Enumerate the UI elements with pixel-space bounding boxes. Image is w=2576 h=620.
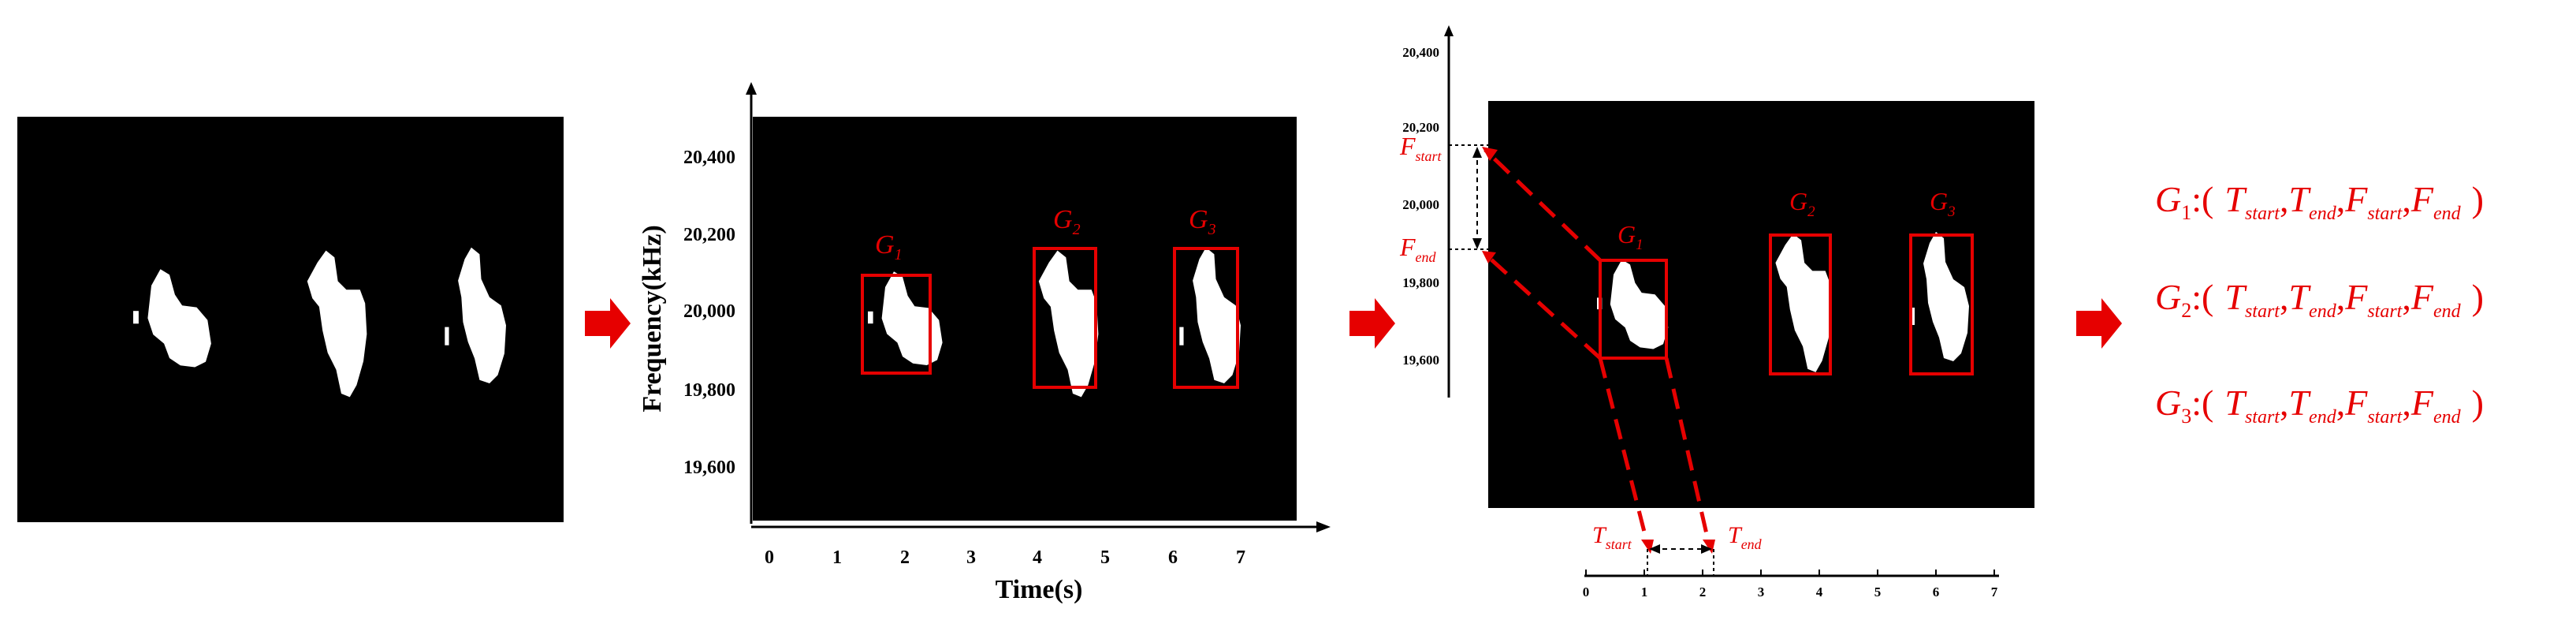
panel-3-box-g3-label: G3 — [1930, 187, 1956, 220]
panel-2-y-axis-arrowhead — [746, 82, 757, 95]
panel-2-x-tick-0: 0 — [765, 547, 774, 568]
panel-3-x-tick-0: 0 — [1583, 585, 1590, 599]
panel-2-x-tick-6: 6 — [1168, 547, 1178, 568]
panel-3-box-g3 — [1909, 233, 1974, 375]
t-end-red-arrowhead — [1703, 540, 1715, 554]
panel-3-y-tick-20400: 20,400 — [1402, 45, 1439, 60]
panel-2-x-tick-4: 4 — [1033, 547, 1042, 568]
flow-arrow-2 — [1349, 298, 1395, 349]
projection-to-f-end — [1483, 252, 1602, 360]
panel-2-box-g1-label: G1 — [875, 230, 903, 263]
panel-3-x-ticks-marks — [1585, 570, 1995, 576]
f-range-arrowhead-top — [1472, 147, 1482, 158]
projection-to-t-start — [1598, 357, 1650, 545]
panel-3-box-g1 — [1599, 259, 1668, 360]
panel-2-box-g2-label: G2 — [1053, 205, 1081, 238]
panel-2-x-tick-1: 1 — [832, 547, 842, 568]
projection-to-t-end — [1664, 357, 1711, 545]
panel-2-y-tick-19600: 19,600 — [683, 458, 735, 478]
panel-2-box-g3 — [1173, 247, 1239, 389]
t-end-label: Tend — [1728, 522, 1763, 552]
tuple-g3: G3:(Tstart,Tend,Fstart,Fend) — [2155, 383, 2484, 428]
panel-3-y-tick-20200: 20,200 — [1402, 120, 1439, 135]
t-start-label: Tstart — [1592, 522, 1632, 552]
panel-1-spectrogram — [17, 117, 564, 522]
panel-2-x-tick-2: 2 — [900, 547, 910, 568]
panel-2-x-tick-3: 3 — [966, 547, 976, 568]
panel-3-x-tick-2: 2 — [1699, 585, 1707, 599]
panel-3-x-tick-7: 7 — [1991, 585, 1998, 599]
panel-2-x-tick-7: 7 — [1236, 547, 1245, 568]
panel-2-x-axis-label: Time(s) — [996, 575, 1083, 604]
panel-2-labeled-spectrogram: 20,400 20,200 20,000 19,800 19,600 Frequ… — [638, 82, 1331, 604]
panel-3-y-axis-arrowhead — [1444, 25, 1454, 36]
panel-3-y-tick-19600: 19,600 — [1402, 353, 1439, 368]
panel-2-box-g1 — [861, 274, 932, 375]
panel-2-box-g2 — [1033, 247, 1097, 389]
projection-to-f-start — [1483, 148, 1602, 262]
t-start-red-arrowhead — [1641, 540, 1654, 554]
flow-arrow-3 — [2076, 298, 2122, 349]
flow-arrow-1 — [585, 298, 631, 349]
t-range-arrowhead-left — [1649, 544, 1660, 554]
panel-2-y-tick-20200: 20,200 — [683, 225, 735, 245]
t-range-arrowhead-right — [1701, 544, 1712, 554]
panel-3-y-tick-19800: 19,800 — [1402, 275, 1439, 290]
tuple-g1: G1:(Tstart,Tend,Fstart,Fend) — [2155, 179, 2484, 224]
panel-2-y-tick-20000: 20,000 — [683, 301, 735, 322]
f-end-label: Fend — [1399, 233, 1437, 265]
panel-2-x-axis-arrowhead — [1316, 521, 1331, 532]
panel-2-x-tick-5: 5 — [1100, 547, 1110, 568]
f-start-label: Fstart — [1399, 132, 1442, 164]
panel-3-box-g2 — [1769, 233, 1832, 375]
panel-3-x-tick-5: 5 — [1874, 585, 1882, 599]
f-end-red-arrowhead — [1482, 251, 1496, 263]
panel-2-y-axis-label: Frequency(kHz) — [638, 225, 667, 412]
f-start-red-arrowhead — [1482, 147, 1498, 161]
panel-3-box-g1-label: G1 — [1617, 220, 1644, 253]
panel-2-y-tick-20400: 20,400 — [683, 148, 735, 168]
panel-3-box-g2-label: G2 — [1789, 187, 1815, 220]
panel-3-parameter-extraction: 20,400 20,200 20,000 19,800 19,600 G1 G2… — [1399, 25, 2034, 599]
f-range-arrowhead-bottom — [1472, 238, 1482, 249]
tuple-g2: G2:(Tstart,Tend,Fstart,Fend) — [2155, 277, 2484, 322]
panel-2-box-g3-label: G3 — [1189, 205, 1216, 238]
panel-3-x-tick-6: 6 — [1933, 585, 1940, 599]
panel-3-x-tick-1: 1 — [1641, 585, 1648, 599]
output-tuples: G1:(Tstart,Tend,Fstart,Fend) G2:(Tstart,… — [2155, 179, 2484, 428]
panel-3-x-tick-4: 4 — [1816, 585, 1823, 599]
panel-3-x-tick-3: 3 — [1758, 585, 1765, 599]
panel-3-y-tick-20000: 20,000 — [1402, 197, 1439, 212]
panel-2-y-tick-19800: 19,800 — [683, 380, 735, 401]
